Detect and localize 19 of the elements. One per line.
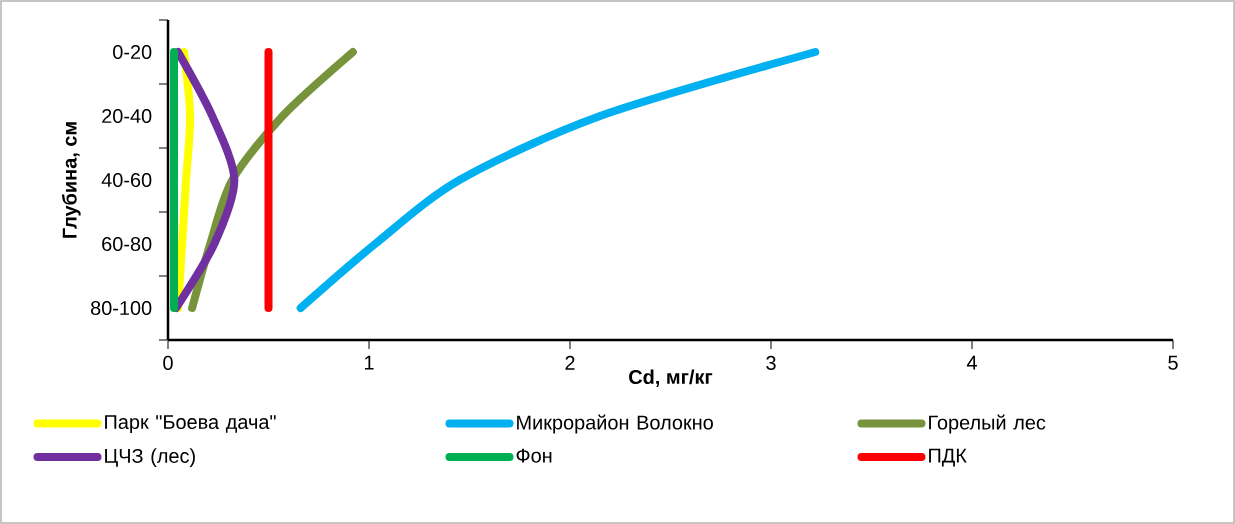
y-tick-label: 40-60	[101, 172, 152, 188]
x-tick-label: 3	[766, 355, 776, 370]
x-tick-label: 0	[163, 355, 173, 370]
legend-label: Парк "Боева дача"	[105, 415, 276, 433]
x-axis-title: Cd, мг/кг	[629, 369, 713, 387]
legend-label: Горелый лес	[929, 414, 1046, 434]
y-tick-label: 0-20	[113, 44, 152, 60]
x-tick-label: 4	[966, 355, 977, 370]
x-tick-label: 1	[364, 355, 374, 370]
legend-label: ЦЧЗ (лес)	[105, 448, 195, 467]
y-tick-label: 60-80	[102, 236, 152, 252]
y-axis-title: Глубина, см	[61, 122, 81, 238]
x-tick-label: 5	[1168, 355, 1178, 370]
legend-label: ПДК	[929, 448, 967, 467]
x-tick-label: 2	[565, 355, 575, 370]
legend-label: Фон	[516, 448, 552, 463]
y-tick-label: 20-40	[102, 108, 152, 124]
legend-label: Микрорайон Волокно	[517, 414, 713, 434]
y-tick-label: 80-100	[90, 300, 152, 316]
